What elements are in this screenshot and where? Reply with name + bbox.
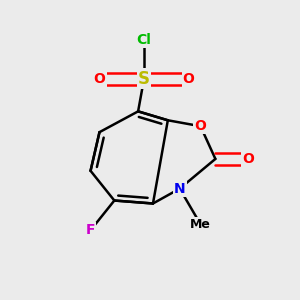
Text: O: O bbox=[94, 72, 105, 86]
Text: N: N bbox=[174, 182, 185, 196]
Text: Me: Me bbox=[190, 218, 211, 231]
Text: S: S bbox=[138, 70, 150, 88]
Text: O: O bbox=[183, 72, 195, 86]
Text: Cl: Cl bbox=[136, 33, 152, 47]
Text: F: F bbox=[86, 223, 95, 237]
Text: O: O bbox=[195, 119, 206, 133]
Text: O: O bbox=[242, 152, 254, 166]
